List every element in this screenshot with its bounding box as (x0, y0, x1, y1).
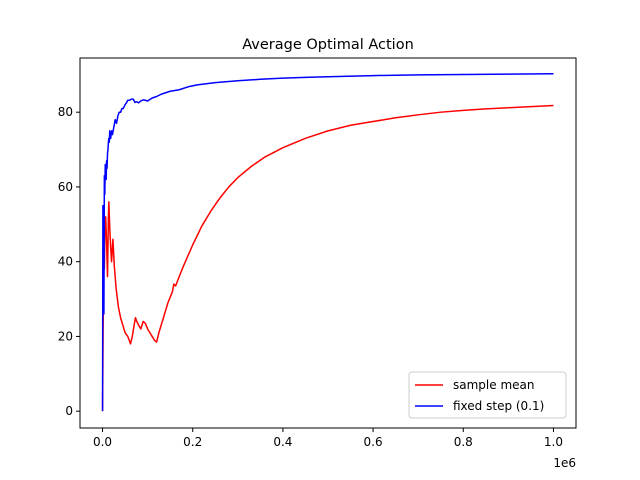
x-tick-label: 0.6 (364, 435, 383, 449)
y-tick-label: 40 (58, 255, 73, 269)
y-axis: 0 20 40 60 80 (58, 105, 80, 418)
series-line-sample-mean (101, 104, 554, 412)
x-tick-label: 1.0 (544, 435, 563, 449)
y-tick-label: 20 (58, 329, 73, 343)
plot-area (79, 57, 577, 429)
axes-background (80, 58, 576, 428)
series-line-fixed-step (101, 72, 554, 412)
legend: sample mean fixed step (0.1) (408, 371, 567, 419)
x-tick-label: 0.0 (93, 435, 112, 449)
legend-label: sample mean (453, 378, 534, 392)
axes-frame (79, 57, 577, 429)
x-offset-label: 1e6 (553, 456, 576, 470)
series-layer (101, 72, 554, 412)
chart-title: Average Optimal Action (242, 37, 414, 53)
y-tick-label: 80 (58, 105, 73, 119)
x-tick-label: 0.8 (454, 435, 473, 449)
legend-label: fixed step (0.1) (453, 399, 544, 413)
x-tick-label: 0.2 (183, 435, 202, 449)
x-tick-label: 0.4 (273, 435, 292, 449)
y-tick-label: 60 (58, 180, 73, 194)
y-tick-label: 0 (65, 404, 73, 418)
legend-box (408, 371, 567, 419)
x-axis: 0.0 0.2 0.4 0.6 0.8 1.0 (93, 428, 563, 449)
